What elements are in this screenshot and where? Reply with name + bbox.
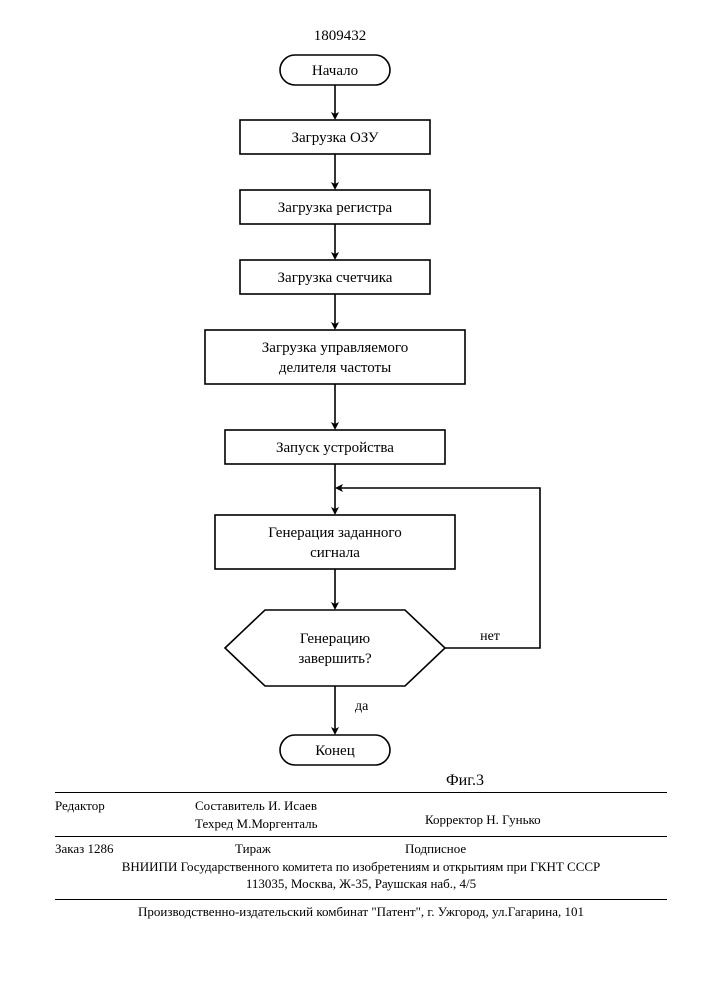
decision-yes-label: да xyxy=(355,699,369,714)
order-text: Заказ 1286 xyxy=(55,840,235,858)
node-load-register-label: Загрузка регистра xyxy=(278,200,393,216)
node-decision-label-2: завершить? xyxy=(298,651,372,667)
node-decision-label-1: Генерацию xyxy=(300,631,370,647)
tekhred-text: Техред М.Моргенталь xyxy=(195,815,425,833)
node-load-divider-label-2: делителя частоты xyxy=(279,360,391,376)
node-load-ozu: Загрузка ОЗУ xyxy=(240,120,430,154)
figure-label: Фиг.3 xyxy=(446,772,484,789)
page: 1809432 Начало Загрузка ОЗУ Загрузка рег… xyxy=(0,0,707,1000)
node-end: Конец xyxy=(280,735,390,765)
node-end-label: Конец xyxy=(315,743,354,759)
node-load-divider-label-1: Загрузка управляемого xyxy=(262,340,408,356)
tirazh-text: Тираж xyxy=(235,840,405,858)
node-load-ozu-label: Загрузка ОЗУ xyxy=(291,130,378,146)
node-generate-signal-label-1: Генерация заданного xyxy=(268,525,401,541)
vniipi-line1: ВНИИПИ Государственного комитета по изоб… xyxy=(55,858,667,876)
node-load-divider: Загрузка управляемого делителя частоты xyxy=(205,330,465,384)
corrector-text: Корректор Н. Гунько xyxy=(425,797,667,832)
node-start-device-label: Запуск устройства xyxy=(276,440,394,456)
compiler-text: Составитель И. Исаев xyxy=(195,797,425,815)
prod-text: Производственно-издательский комбинат "П… xyxy=(55,900,667,921)
node-load-counter-label: Загрузка счетчика xyxy=(278,270,393,286)
colophon: Редактор Составитель И. Исаев Техред М.М… xyxy=(55,792,667,920)
vniipi-line2: 113035, Москва, Ж-35, Раушская наб., 4/5 xyxy=(55,875,667,893)
node-decision: Генерацию завершить? xyxy=(225,610,445,686)
doc-number: 1809432 xyxy=(314,28,367,44)
edge-no xyxy=(337,488,540,648)
decision-no-label: нет xyxy=(480,629,500,644)
node-generate-signal-label-2: сигнала xyxy=(310,545,360,561)
editor-label: Редактор xyxy=(55,797,195,832)
node-load-counter: Загрузка счетчика xyxy=(240,260,430,294)
node-load-register: Загрузка регистра xyxy=(240,190,430,224)
podpisnoe-text: Подписное xyxy=(405,840,466,858)
node-start-label: Начало xyxy=(312,63,358,79)
node-generate-signal: Генерация заданного сигнала xyxy=(215,515,455,569)
node-start-device: Запуск устройства xyxy=(225,430,445,464)
node-start: Начало xyxy=(280,55,390,85)
flowchart-svg: 1809432 Начало Загрузка ОЗУ Загрузка рег… xyxy=(0,0,707,870)
